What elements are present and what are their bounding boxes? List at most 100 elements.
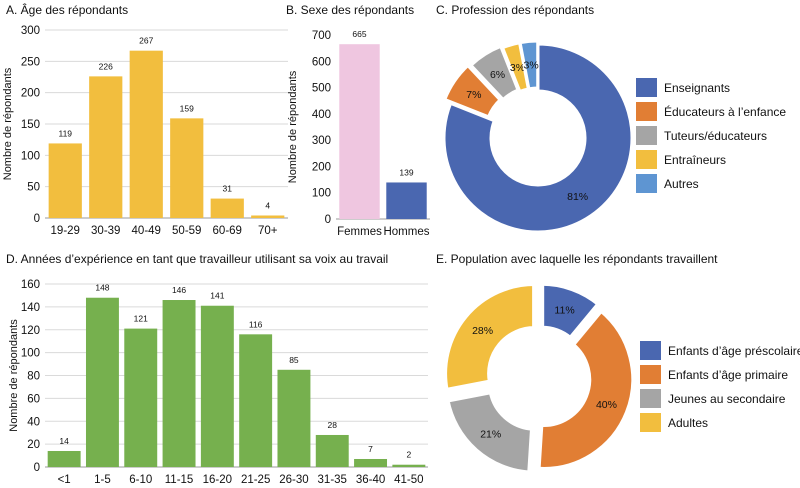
- legend-swatch: [636, 174, 657, 193]
- bar: [315, 434, 349, 467]
- slice-label: 6%: [490, 69, 505, 81]
- legend-label: Éducateurs à l’enfance: [664, 104, 786, 119]
- slice-label: 40%: [596, 399, 617, 411]
- slice: [535, 306, 637, 472]
- slice-label: 28%: [472, 325, 493, 337]
- y-tick-label: 120: [21, 325, 40, 337]
- x-tick-label: 50-59: [172, 225, 201, 237]
- x-tick-label: 19-29: [51, 225, 80, 237]
- slice: [442, 42, 634, 234]
- chart-title: C. Profession des répondants: [436, 3, 594, 17]
- bar: [251, 215, 285, 218]
- y-tick-label: 700: [312, 30, 331, 42]
- data-label: 148: [95, 283, 109, 293]
- chart-a: A. Âge des répondants 0 50 100 150 200 250 300 N…: [2, 2, 288, 237]
- y-tick-label: 0: [34, 213, 40, 225]
- slice: [442, 281, 538, 394]
- bar: [129, 50, 163, 219]
- chart-title: E. Population avec laquelle les répondan…: [436, 252, 718, 266]
- data-label: 119: [58, 128, 72, 138]
- y-tick-label: 100: [21, 348, 40, 360]
- y-tick-label: 300: [21, 25, 40, 37]
- bar: [386, 182, 427, 219]
- x-tick-label: 30-39: [91, 225, 120, 237]
- bar: [239, 334, 273, 467]
- chart-c: C. Profession des répondants 81% 7% 6% 3%3% E…: [436, 3, 786, 234]
- bar: [48, 143, 82, 218]
- bar: [162, 300, 196, 467]
- legend-swatch: [640, 365, 661, 384]
- bar: [210, 198, 244, 218]
- bar: [200, 305, 234, 467]
- x-tick-label: Femmes: [337, 226, 382, 238]
- bar: [85, 297, 119, 467]
- x-tick-label: 26-30: [279, 474, 308, 486]
- y-tick-label: 500: [312, 83, 331, 95]
- y-tick-label: 200: [312, 161, 331, 173]
- y-axis-label: Nombre de répondants: [2, 67, 14, 180]
- y-tick-label: 150: [21, 119, 40, 131]
- legend-label: Adultes: [668, 416, 708, 430]
- legend-swatch: [636, 126, 657, 145]
- slice-label: 3%: [510, 62, 525, 74]
- y-tick-label: 100: [312, 188, 331, 200]
- y-tick-label: 160: [21, 279, 40, 291]
- legend-label: Autres: [664, 177, 699, 191]
- chart-e: E. Population avec laquelle les répondan…: [436, 252, 800, 476]
- slice-label: 81%: [567, 191, 588, 203]
- chart-b: B. Sexe des répondants 0 100 200 300 400 500 60…: [286, 3, 430, 238]
- y-tick-label: 40: [27, 416, 40, 428]
- x-tick-label: 16-20: [203, 474, 232, 486]
- x-tick-label: 70+: [258, 225, 278, 237]
- slice-label: 7%: [466, 89, 481, 101]
- y-axis-label: Nombre de répondants: [287, 70, 299, 183]
- slice: [539, 280, 603, 343]
- data-label: 146: [172, 285, 186, 295]
- y-tick-label: 0: [34, 462, 40, 474]
- x-tick-label: <1: [58, 474, 71, 486]
- slice-label: 3%: [523, 59, 538, 71]
- data-label: 665: [352, 29, 366, 39]
- slice: [518, 39, 540, 91]
- y-tick-label: 600: [312, 56, 331, 68]
- legend-label: Enseignants: [664, 81, 730, 95]
- data-label: 2: [406, 450, 411, 460]
- y-tick-label: 60: [27, 393, 40, 405]
- bar: [47, 450, 81, 467]
- x-tick-label: 31-35: [318, 474, 347, 486]
- x-tick-label: 11-15: [165, 474, 194, 486]
- data-label: 4: [265, 200, 270, 210]
- y-tick-label: 400: [312, 109, 331, 121]
- bar: [170, 118, 204, 218]
- y-tick-label: 80: [27, 371, 40, 383]
- legend-label: Entraîneurs: [664, 153, 726, 167]
- bar: [277, 369, 311, 467]
- x-tick-label: 41-50: [394, 474, 423, 486]
- slice-label: 11%: [554, 304, 574, 316]
- slice: [442, 63, 503, 119]
- chart-title: B. Sexe des répondants: [286, 3, 414, 17]
- x-tick-label: 40-49: [132, 225, 161, 237]
- legend-swatch: [640, 413, 661, 432]
- x-tick-label: 1-5: [94, 474, 111, 486]
- y-tick-label: 20: [27, 439, 40, 451]
- chart-d: D. Années d’expérience en tant que trava…: [6, 252, 428, 486]
- legend-swatch: [636, 102, 657, 121]
- x-tick-label: 6-10: [129, 474, 152, 486]
- legend-label: Jeunes au secondaire: [668, 392, 786, 406]
- data-label: 85: [289, 355, 299, 365]
- bar: [124, 328, 158, 467]
- x-tick-label: 21-25: [241, 474, 270, 486]
- y-tick-label: 0: [325, 214, 331, 226]
- y-tick-label: 200: [21, 88, 40, 100]
- data-label: 31: [223, 184, 233, 194]
- x-tick-label: 36-40: [356, 474, 385, 486]
- y-axis-label: Nombre de répondants: [8, 319, 20, 432]
- bar: [392, 464, 426, 467]
- legend-swatch: [640, 341, 661, 360]
- bar: [354, 458, 388, 467]
- y-tick-label: 300: [312, 135, 331, 147]
- data-label: 267: [139, 36, 153, 46]
